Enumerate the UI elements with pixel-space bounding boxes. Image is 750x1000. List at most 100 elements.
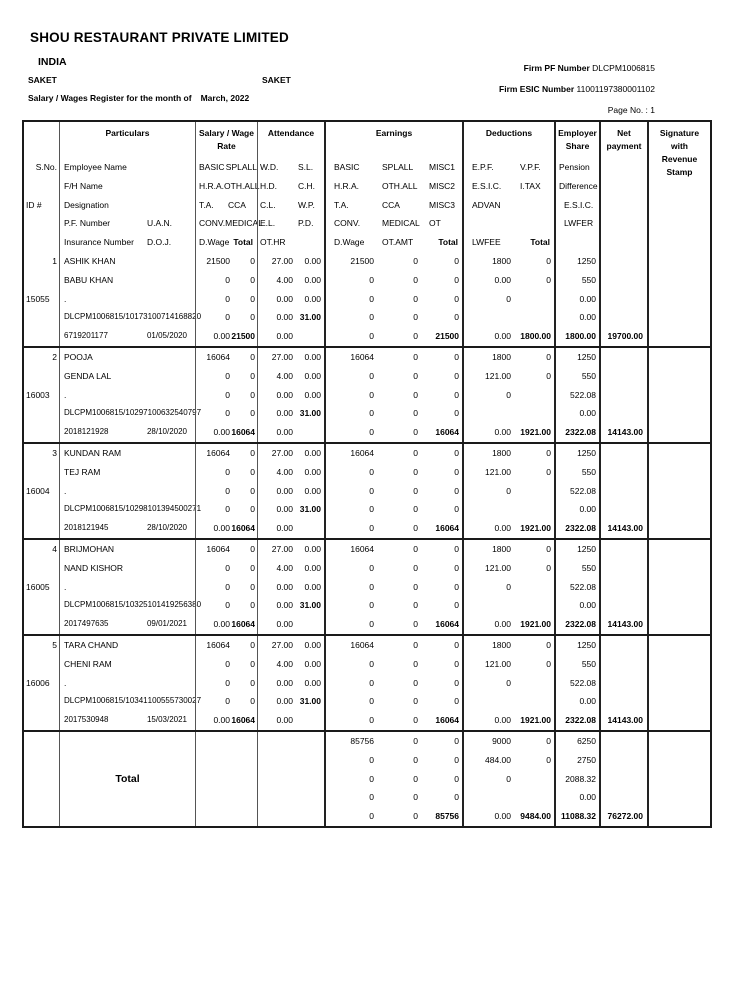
employee-id: 16005 <box>26 581 50 592</box>
employee-id: 16004 <box>26 485 50 496</box>
id-header-label: ID # <box>26 199 42 210</box>
employee-sno-cell: 2 16003 <box>24 348 59 442</box>
employee-particulars-cell: BRIJMOHAN NAND KISHOR . DLCPM1006815/103… <box>59 539 201 634</box>
date-of-joining: 09/01/2021 <box>146 619 187 629</box>
signature-title-3: Revenue <box>661 154 698 164</box>
label-lwfer: LWFER <box>564 218 594 229</box>
header-col-earnings: Earnings BASIC SPLALL MISC1 H.R.A. OTH.ALL M… <box>324 122 462 252</box>
insurance-number: 2018121945 <box>64 523 109 533</box>
employer-share-cell: 1250 550 522.08 0.00 2322.08 <box>554 347 599 442</box>
uan-number: 100555730027 <box>147 696 202 706</box>
father-name: BABU KHAN <box>64 274 114 285</box>
employee-row: 2 16003 POOJA GENDA LAL . DLCPM1006815/1… <box>24 345 710 442</box>
date-of-joining: 15/03/2021 <box>146 715 187 725</box>
signature-title-2: with <box>671 141 688 151</box>
label-fh-name: F/H Name <box>64 180 103 191</box>
father-name: TEJ RAM <box>64 466 101 477</box>
attendance-cell: 27.00 0.00 4.00 0.00 0.00 0.00 0.00 31.00 0.… <box>257 347 324 442</box>
firm-pf-value: DLCPM1006815 <box>592 63 655 73</box>
signature-title-4: Stamp <box>666 167 693 177</box>
net-payment-value: 14143.00 <box>607 715 643 726</box>
total-employer-share: 6250 2750 2088.32 0.00 11088.32 <box>554 731 599 826</box>
insurance-number: 6719201177 <box>64 331 108 341</box>
employee-sno-cell: 5 16006 <box>24 636 59 730</box>
employee-row: 5 16006 TARA CHAND CHENI RAM . DLCPM1006… <box>24 633 710 730</box>
signature-cell <box>647 347 710 442</box>
deductions-cell: 1800 0 121.00 0 0 0.00 1921.00 <box>462 347 554 442</box>
country-label: INDIA <box>38 56 67 68</box>
deductions-cell: 1800 0 121.00 0 0 0.00 1921.00 <box>462 635 554 730</box>
pf-number: DLCPM1006815/10173 <box>64 312 148 322</box>
date-of-joining: 01/05/2020 <box>146 331 187 341</box>
employee-sno-cell: 1 15055 <box>24 252 59 346</box>
deductions-cell: 1800 0 121.00 0 0 0.00 1921.00 <box>462 539 554 634</box>
net-payment-cell: 19700.00 <box>599 251 647 346</box>
wages-register-table: S.No. ID # Particulars Employee Name F/H… <box>22 120 712 828</box>
label-employee-name: Employee Name <box>64 162 127 172</box>
firm-esic-line: Firm ESIC Number 11001197380001102 <box>499 79 655 100</box>
date-of-joining: 28/10/2020 <box>146 427 187 437</box>
firm-pf-label: Firm PF Number <box>523 63 590 73</box>
deductions-cell: 1800 0 121.00 0 0 0.00 1921.00 <box>462 443 554 538</box>
father-name: GENDA LAL <box>64 370 112 381</box>
employee-sno-cell: 3 16004 <box>24 444 59 538</box>
pf-number: DLCPM1006815/10297 <box>64 408 148 418</box>
net-payment-cell: 14143.00 <box>599 347 647 442</box>
attendance-title: Attendance <box>267 128 315 138</box>
attendance-cell: 27.00 0.00 4.00 0.00 0.00 0.00 0.00 31.00 0.… <box>257 443 324 538</box>
register-title-label: Salary / Wages Register for the month of <box>28 93 192 103</box>
signature-cell <box>647 539 710 634</box>
net-payment-value: 14143.00 <box>607 427 643 438</box>
register-title: Salary / Wages Register for the month of… <box>28 93 249 103</box>
employer-share-cell: 1250 550 522.08 0.00 2322.08 <box>554 443 599 538</box>
employer-share-cell: 1250 550 522.08 0.00 2322.08 <box>554 635 599 730</box>
employee-particulars-cell: TARA CHAND CHENI RAM . DLCPM1006815/1034… <box>59 635 201 730</box>
serial-number: 3 <box>52 447 57 458</box>
employee-particulars-cell: ASHIK KHAN BABU KHAN . DLCPM1006815/1017… <box>59 251 201 346</box>
label-doj: D.O.J. <box>147 237 172 248</box>
uan-number: 101419256380 <box>147 600 202 610</box>
signature-cell <box>647 251 710 346</box>
date-of-joining: 28/10/2020 <box>146 523 187 533</box>
employee-row: 1 15055 ASHIK KHAN BABU KHAN . DLCPM1006… <box>24 251 710 346</box>
label-difference: Difference <box>559 180 598 191</box>
designation: . <box>64 485 67 496</box>
attendance-cell: 27.00 0.00 4.00 0.00 0.00 0.00 0.00 31.00 0.… <box>257 635 324 730</box>
employee-name: POOJA <box>64 351 93 362</box>
employer-share-title2: Share <box>565 141 590 151</box>
employee-row: 4 16005 BRIJMOHAN NAND KISHOR . DLCPM100… <box>24 537 710 634</box>
deductions-cell: 1800 0 0.00 0 0 0.00 1800.00 <box>462 251 554 346</box>
employee-row: 3 16004 KUNDAN RAM TEJ RAM . DLCPM100681… <box>24 441 710 538</box>
pf-number: DLCPM1006815/10341 <box>64 696 148 706</box>
uan-number: 100714168820 <box>147 312 202 322</box>
header-col-particulars: Particulars Employee Name F/H Name Desig… <box>59 122 195 252</box>
employee-name: BRIJMOHAN <box>64 543 115 554</box>
serial-number: 2 <box>52 351 57 362</box>
designation: . <box>64 389 67 400</box>
label-uan: U.A.N. <box>147 218 173 229</box>
attendance-cell: 27.00 0.00 4.00 0.00 0.00 0.00 0.00 31.00 0.… <box>257 251 324 346</box>
header-col-salary-rate: Salary / Wage Rate BASIC SPLALL H.R.A. OTH.… <box>195 122 263 252</box>
net-payment-title2: payment <box>606 141 642 151</box>
location-center: SAKET <box>262 75 291 85</box>
serial-number: 4 <box>52 543 57 554</box>
designation: . <box>64 293 67 304</box>
insurance-number: 2018121928 <box>64 427 109 437</box>
serial-number: 1 <box>52 255 57 266</box>
net-payment-title: Net <box>617 128 631 138</box>
deductions-title: Deductions <box>485 128 533 138</box>
net-payment-cell: 14143.00 <box>599 443 647 538</box>
employee-name: KUNDAN RAM <box>64 447 122 458</box>
employee-id: 16003 <box>26 389 50 400</box>
net-payment-value: 19700.00 <box>607 331 643 342</box>
total-net-payment: 76272.00 <box>599 731 647 826</box>
header-col-employer-share: Employer Share Pension Difference E.S.I.C… <box>554 122 599 252</box>
employer-share-title: Employer <box>558 128 597 138</box>
